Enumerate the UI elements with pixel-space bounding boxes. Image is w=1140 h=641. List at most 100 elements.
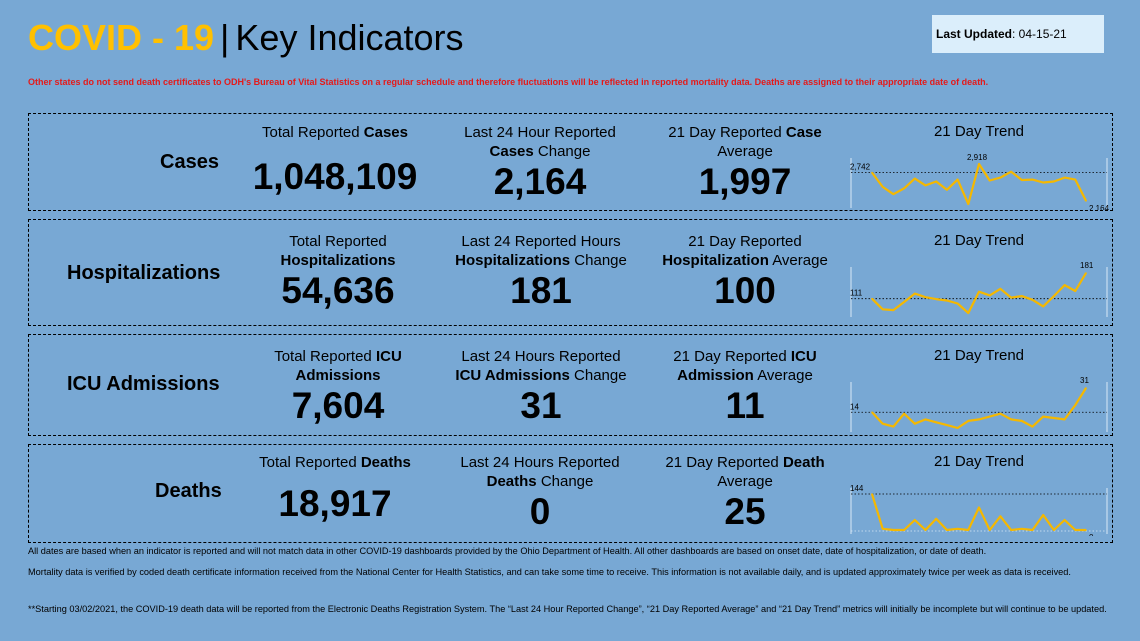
icu-panel	[28, 334, 1113, 436]
trend-point	[978, 163, 980, 165]
hosp-change-value: 181	[510, 270, 572, 311]
trend-point	[988, 179, 991, 182]
trend-series-line	[871, 162, 1087, 206]
cases-average-value: 1,997	[698, 161, 792, 202]
trend-point	[978, 506, 980, 509]
trend-point	[1042, 514, 1044, 516]
trend-point	[978, 290, 980, 293]
icu-change-value: 31	[520, 385, 562, 426]
cases-average: 21 Day Reported Case Average 1,997	[640, 123, 850, 203]
hosp-label: Hospitalizations	[67, 262, 221, 284]
deaths-total-label: Total Reported Deaths	[259, 454, 411, 471]
deaths-total: Total Reported Deaths 18,917	[230, 453, 440, 525]
trend-point	[892, 309, 895, 311]
hosp-panel	[28, 219, 1113, 326]
trend-start-label: 2,742	[850, 163, 871, 172]
title-key-indicators: Key Indicators	[235, 17, 464, 58]
trend-point	[956, 427, 959, 429]
trend-point	[967, 529, 970, 531]
trend-point	[1085, 529, 1087, 531]
trend-point	[1031, 178, 1034, 181]
footer-note-mortality: Mortality data is verified by coded deat…	[28, 567, 1071, 577]
deaths-average-label: 21 Day Reported Death Average	[665, 454, 825, 490]
trend-point	[1031, 298, 1034, 301]
hosp-trend-title: 21 Day Trend	[933, 232, 1025, 249]
trend-point	[956, 178, 959, 181]
trend-point	[903, 301, 905, 303]
trend-point	[1063, 519, 1066, 521]
icu-average-value: 11	[725, 385, 765, 426]
icu-total-value: 7,604	[291, 385, 385, 426]
icu-total-label: Total Reported ICU Admissions	[274, 348, 402, 384]
deaths-change-label: Last 24 Hours Reported Deaths Change	[460, 454, 620, 490]
deaths-average-value: 25	[724, 491, 766, 532]
trend-point	[946, 299, 948, 302]
deaths-panel	[28, 444, 1113, 543]
trend-point	[967, 420, 970, 422]
cases-total-value: 1,048,109	[252, 156, 418, 197]
hosp-trend-chart: 111 181	[850, 261, 1108, 317]
trend-point	[892, 425, 895, 428]
hosp-change-label: Last 24 Reported Hours Hospitalizations C…	[455, 233, 627, 269]
trend-point	[903, 529, 905, 531]
trend-point	[914, 519, 916, 521]
cases-change-label: Last 24 Hour Reported Cases Change	[464, 124, 616, 160]
trend-point	[999, 412, 1002, 415]
cases-total: Total Reported Cases 1,048,109	[230, 123, 440, 198]
trend-point	[946, 529, 948, 531]
trend-end-label: 0	[1089, 533, 1094, 536]
trend-point	[988, 415, 991, 418]
trend-point	[1042, 181, 1044, 184]
trend-point	[1074, 529, 1077, 531]
trend-point	[988, 529, 991, 531]
trend-point	[1042, 305, 1044, 308]
icu-total: Total Reported ICU Admissions 7,604	[233, 347, 443, 427]
trend-point	[1074, 290, 1077, 292]
trend-point	[924, 529, 927, 531]
trend-point	[956, 302, 959, 305]
trend-point	[978, 418, 980, 421]
last-updated-box: Last Updated: 04-15-21	[932, 15, 1104, 53]
trend-point	[1031, 529, 1034, 531]
trend-start-label: 14	[850, 402, 859, 411]
trend-point	[1085, 387, 1087, 389]
trend-point	[1010, 170, 1012, 173]
trend-end-label: 31	[1080, 376, 1089, 385]
footer-note-edrs: **Starting 03/02/2021, the COVID-19 deat…	[28, 604, 1107, 614]
icu-change-label: Last 24 Hours Reported ICU Admissions Cha…	[455, 348, 627, 384]
trend-series-line	[871, 272, 1087, 315]
trend-point	[1021, 420, 1023, 422]
deaths-total-value: 18,917	[278, 483, 392, 524]
trend-point	[892, 529, 895, 531]
trend-point	[1063, 176, 1066, 179]
trend-point	[967, 203, 970, 205]
trend-point	[903, 187, 905, 190]
trend-point	[1074, 178, 1077, 181]
trend-point	[914, 177, 916, 180]
mortality-warning: Other states do not send death certifica…	[28, 77, 989, 87]
trend-point	[871, 171, 873, 174]
cases-trend-chart: 2,742 2,164 2,918	[850, 153, 1110, 210]
trend-point	[946, 424, 948, 426]
trend-point	[999, 515, 1002, 518]
trend-point	[1021, 527, 1023, 530]
trend-point	[871, 297, 873, 300]
trend-point	[881, 308, 884, 311]
trend-point	[1021, 295, 1023, 297]
icu-trend-chart: 14 31	[850, 376, 1108, 432]
cases-label: Cases	[160, 151, 219, 173]
trend-end-label: 2,164	[1089, 204, 1110, 210]
cases-total-label: Total Reported Cases	[262, 124, 408, 141]
trend-point	[1074, 404, 1077, 406]
trend-point	[924, 418, 927, 421]
deaths-change-value: 0	[529, 491, 551, 532]
trend-point	[1042, 415, 1044, 418]
cases-average-label: 21 Day Reported Case Average	[668, 124, 822, 160]
footer-note-dates: All dates are based when an indicator is…	[28, 546, 987, 556]
trend-point	[935, 298, 937, 300]
trend-point	[1063, 418, 1066, 421]
trend-point	[935, 517, 937, 520]
trend-point	[946, 189, 948, 191]
title-separator: |	[220, 17, 230, 58]
